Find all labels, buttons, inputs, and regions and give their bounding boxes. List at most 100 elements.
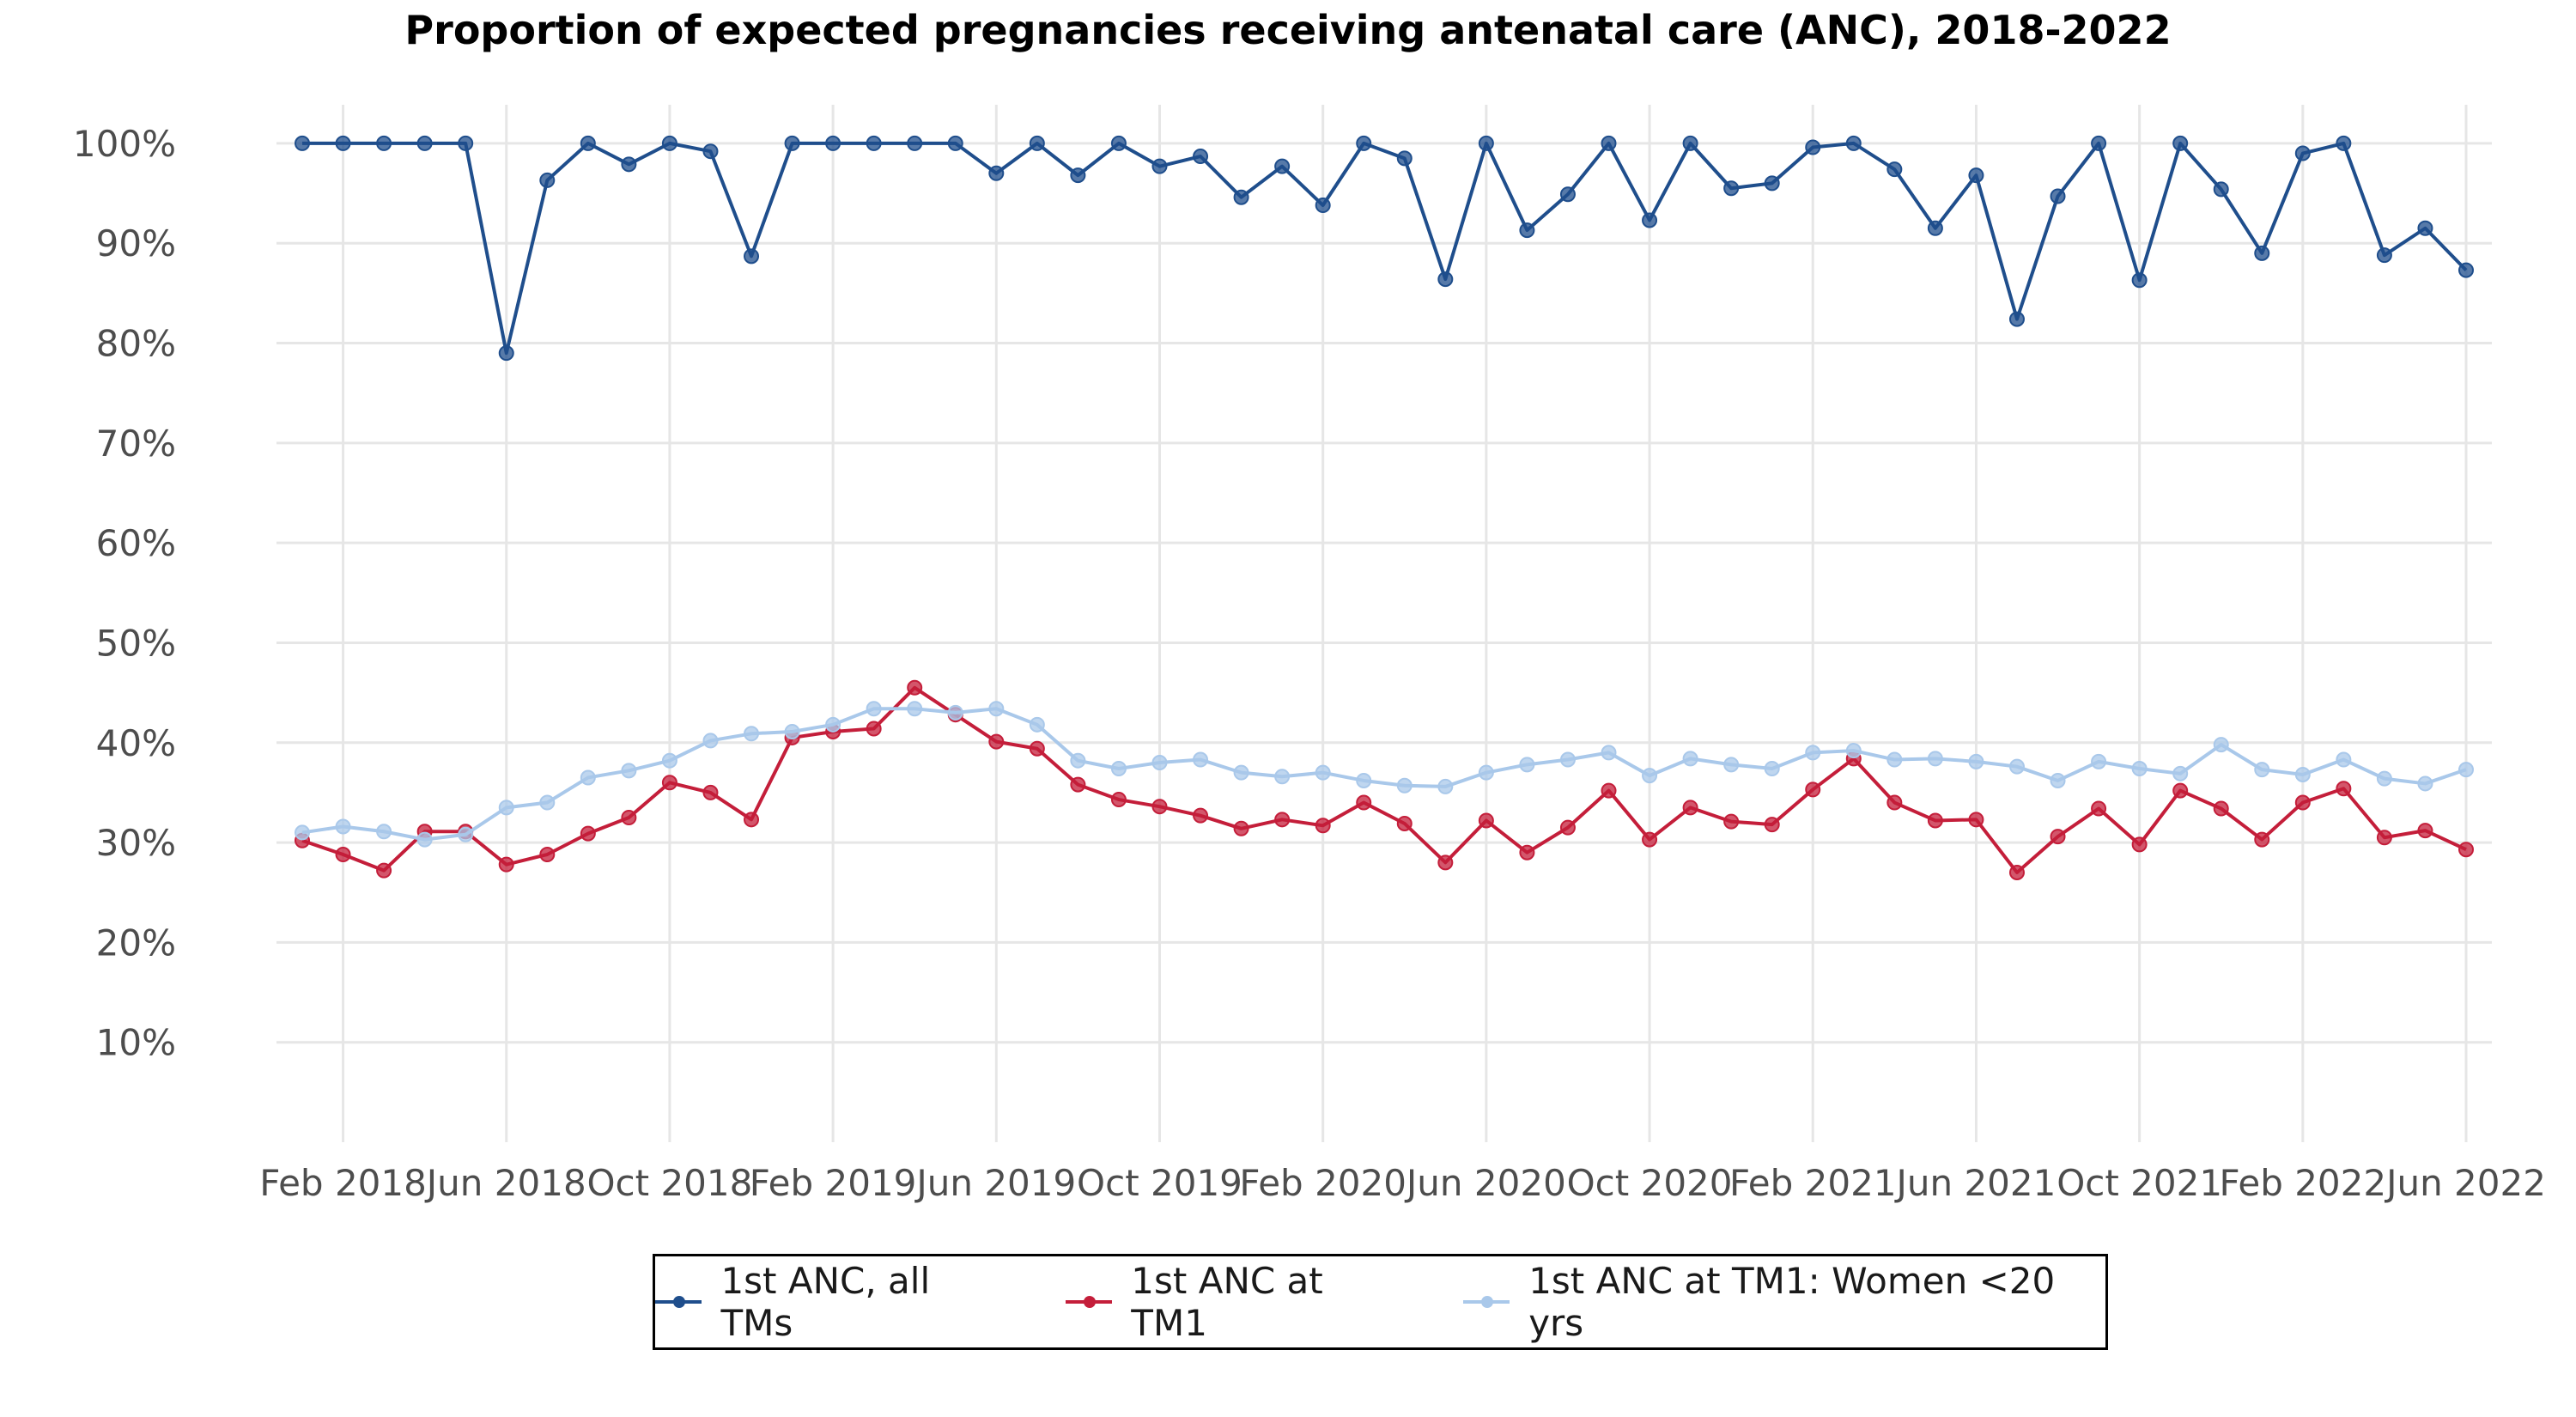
chart-legend: 1st ANC, all TMs 1st ANC at TM1 1st ANC … <box>653 1254 2108 1350</box>
x-tick-label: Oct 2018 <box>586 1162 752 1204</box>
data-point <box>1682 135 1698 151</box>
data-point <box>416 831 433 848</box>
x-tick-label: Oct 2019 <box>1077 1162 1242 1204</box>
data-point <box>2254 831 2270 848</box>
data-point <box>907 679 923 696</box>
data-point <box>1968 167 1984 184</box>
data-point <box>2417 823 2433 839</box>
legend-key-all-tms <box>655 1296 702 1308</box>
data-point <box>825 716 841 733</box>
data-point <box>1805 139 1821 155</box>
data-point <box>1151 158 1168 174</box>
data-point <box>947 704 963 721</box>
y-tick-label: 70% <box>96 423 176 465</box>
data-point <box>1601 782 1617 799</box>
data-point <box>1070 167 1086 184</box>
data-point <box>1968 753 1984 769</box>
y-tick-label: 90% <box>96 222 176 265</box>
data-point <box>1356 135 1372 151</box>
data-point <box>702 143 719 160</box>
data-point <box>1315 764 1331 781</box>
data-point <box>1642 831 1658 848</box>
data-point <box>1110 792 1127 808</box>
data-point <box>416 135 433 151</box>
data-point <box>1805 781 1821 798</box>
y-tick-label: 30% <box>96 822 176 864</box>
data-point <box>825 135 841 151</box>
data-point <box>1233 820 1249 836</box>
data-point <box>335 818 351 835</box>
data-point <box>907 701 923 717</box>
data-point <box>2213 800 2229 817</box>
legend-label-tm1-under-20: 1st ANC at TM1: Women <20 yrs <box>1528 1260 2056 1344</box>
legend-key-tm1 <box>1065 1296 1113 1308</box>
data-point <box>2131 272 2148 289</box>
data-point <box>2213 737 2229 753</box>
data-point <box>1478 764 1494 781</box>
legend-item-tm1: 1st ANC at TM1 <box>1065 1260 1403 1344</box>
series-lines <box>295 135 2474 880</box>
x-tick-label: Jun 2018 <box>424 1162 586 1204</box>
data-point <box>1274 158 1291 174</box>
data-point <box>580 135 596 151</box>
y-tick-label: 40% <box>96 722 176 764</box>
data-point <box>1110 760 1127 776</box>
data-point <box>1927 812 1943 829</box>
data-point <box>702 733 719 749</box>
data-point <box>1805 745 1821 761</box>
data-point <box>2376 830 2392 846</box>
x-tick-label: Feb 2019 <box>750 1162 917 1204</box>
y-tick-label: 50% <box>96 622 176 664</box>
data-point <box>1845 743 1862 759</box>
data-point <box>539 847 556 863</box>
data-point <box>1029 716 1045 733</box>
y-tick-label: 100% <box>73 123 176 165</box>
data-point <box>947 135 963 151</box>
data-point <box>1519 844 1535 861</box>
data-point <box>1886 751 1903 768</box>
legend-label-tm1: 1st ANC at TM1 <box>1131 1260 1323 1344</box>
data-point <box>2050 188 2066 204</box>
legend-label-all-tms: 1st ANC, all TMs <box>720 1260 931 1344</box>
series-2 <box>295 701 2474 848</box>
data-point <box>1927 220 1943 236</box>
data-point <box>2458 842 2474 858</box>
data-point <box>702 784 719 800</box>
y-tick-label: 60% <box>96 522 176 564</box>
data-point <box>1845 135 1862 151</box>
y-tick-label: 80% <box>96 323 176 365</box>
x-tick-label: Feb 2021 <box>1729 1162 1897 1204</box>
data-point <box>2254 245 2270 261</box>
data-point <box>1601 745 1617 761</box>
data-point <box>1356 772 1372 788</box>
data-point <box>784 723 800 739</box>
data-point <box>1559 186 1576 203</box>
y-axis-ticks: 10% 20% 30% 40% 50% 60% 70% 80% 90% 100% <box>73 123 176 1064</box>
data-point <box>2254 762 2270 778</box>
data-point <box>2417 775 2433 792</box>
data-point <box>580 825 596 842</box>
data-point <box>1396 150 1413 167</box>
data-point <box>1559 751 1576 768</box>
data-point <box>2376 247 2392 264</box>
data-point <box>580 769 596 786</box>
data-point <box>866 701 882 717</box>
data-point <box>2091 753 2107 769</box>
data-point <box>2336 135 2352 151</box>
data-point <box>498 345 514 362</box>
x-tick-label: Jun 2019 <box>914 1162 1076 1204</box>
data-point <box>2008 864 2025 880</box>
data-point <box>1968 812 1984 828</box>
data-point <box>2294 145 2311 161</box>
data-point <box>1070 752 1086 769</box>
data-point <box>2376 770 2392 787</box>
data-point <box>1682 751 1698 767</box>
x-tick-label: Oct 2020 <box>1567 1162 1733 1204</box>
data-point <box>458 826 474 842</box>
x-tick-label: Feb 2018 <box>259 1162 427 1204</box>
data-point <box>539 172 556 188</box>
data-point <box>376 135 392 151</box>
data-point <box>2172 135 2189 151</box>
data-point <box>1029 135 1045 151</box>
